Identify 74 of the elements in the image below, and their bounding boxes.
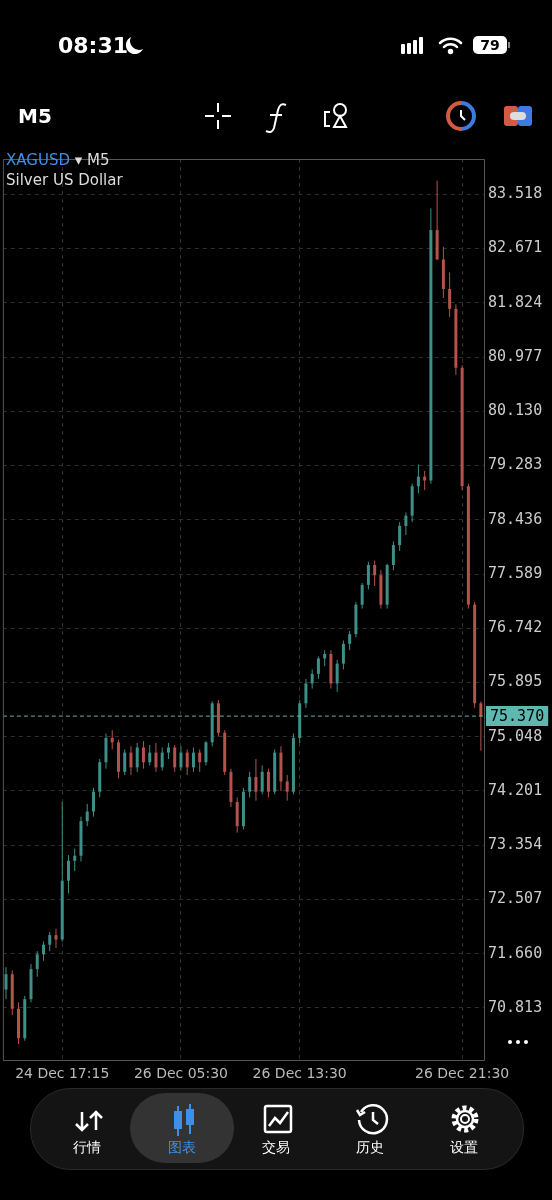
y-tick-label: 73.354: [488, 835, 543, 854]
candlestick: [35, 950, 39, 978]
candlestick: [416, 463, 420, 494]
candlestick: [85, 803, 89, 827]
candlestick: [48, 931, 52, 952]
candlestick: [4, 966, 8, 1000]
text: M5: [18, 104, 52, 128]
candlestick: [148, 744, 152, 766]
candlestick: [198, 748, 202, 773]
candlestick: [141, 740, 145, 770]
candlestick: [285, 774, 289, 802]
candlestick: [404, 511, 408, 536]
y-tick-label: 75.895: [488, 672, 543, 691]
candlestick: [154, 742, 158, 773]
y-tick-label: 75.048: [488, 726, 543, 745]
candlestick: [54, 928, 58, 949]
candlestick: [73, 848, 77, 872]
candlestick: [310, 668, 314, 690]
candlestick: [129, 745, 133, 776]
y-tick-label: 83.518: [488, 184, 543, 203]
y-tick-label: 70.813: [488, 997, 543, 1016]
text: 图表: [168, 1139, 196, 1157]
candlestick: [204, 740, 208, 766]
candlestick: [191, 747, 195, 773]
candlestick: [373, 560, 377, 587]
x-tick-label: 26 Dec 05:30: [133, 1065, 229, 1082]
candlestick: [348, 630, 352, 651]
y-tick-label: 76.742: [488, 618, 543, 637]
candlestick: [41, 941, 45, 962]
candlestick: [173, 744, 177, 773]
candlestick: [316, 656, 320, 680]
candlestick: [179, 745, 183, 772]
candlestick: [335, 659, 339, 693]
y-tick-label: 82.671: [488, 238, 543, 257]
text: 交易: [262, 1139, 290, 1157]
chart-title: XAGUSD ▾ M5: [6, 151, 110, 169]
y-tick-label: 72.507: [488, 889, 543, 908]
candlestick: [479, 700, 483, 752]
y-tick-label: 80.130: [488, 401, 543, 420]
y-tick-label: 79.283: [488, 455, 543, 474]
text: 历史: [356, 1139, 384, 1157]
ref-line-label: 75.370: [490, 707, 545, 726]
candlestick: [123, 748, 127, 776]
y-tick-label: 77.589: [488, 563, 543, 582]
x-tick-label: 26 Dec 13:30: [252, 1065, 347, 1082]
y-tick-label: 74.201: [488, 780, 543, 799]
text: 79: [479, 37, 501, 53]
candlestick: [304, 678, 308, 709]
y-tick-label: 78.436: [488, 509, 543, 528]
candlestick: [360, 582, 364, 610]
candlestick: [260, 764, 264, 795]
candlestick: [110, 729, 114, 750]
text: Silver US Dollar: [6, 170, 123, 190]
text: 行情: [73, 1139, 101, 1157]
text: 设置: [450, 1139, 478, 1157]
candlestick: [398, 521, 402, 552]
candlestick: [448, 271, 452, 318]
candlestick: [248, 771, 252, 798]
candlestick: [91, 787, 95, 818]
candlestick: [254, 758, 258, 802]
candlestick: [135, 742, 139, 773]
candlestick: [160, 747, 164, 772]
x-tick-label: 26 Dec 21:30: [415, 1065, 510, 1082]
y-tick-label: 71.660: [488, 943, 543, 962]
text: 08:31: [58, 33, 129, 58]
candlestick: [185, 748, 189, 776]
candlestick: [341, 640, 345, 670]
x-tick-label: 24 Dec 17:15: [15, 1065, 110, 1082]
y-tick-label: 81.824: [488, 292, 543, 311]
candlestick: [266, 768, 270, 798]
y-tick-label: 80.977: [488, 346, 543, 365]
candlestick: [366, 561, 370, 590]
candlestick: [66, 854, 70, 894]
candlestick: [391, 540, 395, 571]
